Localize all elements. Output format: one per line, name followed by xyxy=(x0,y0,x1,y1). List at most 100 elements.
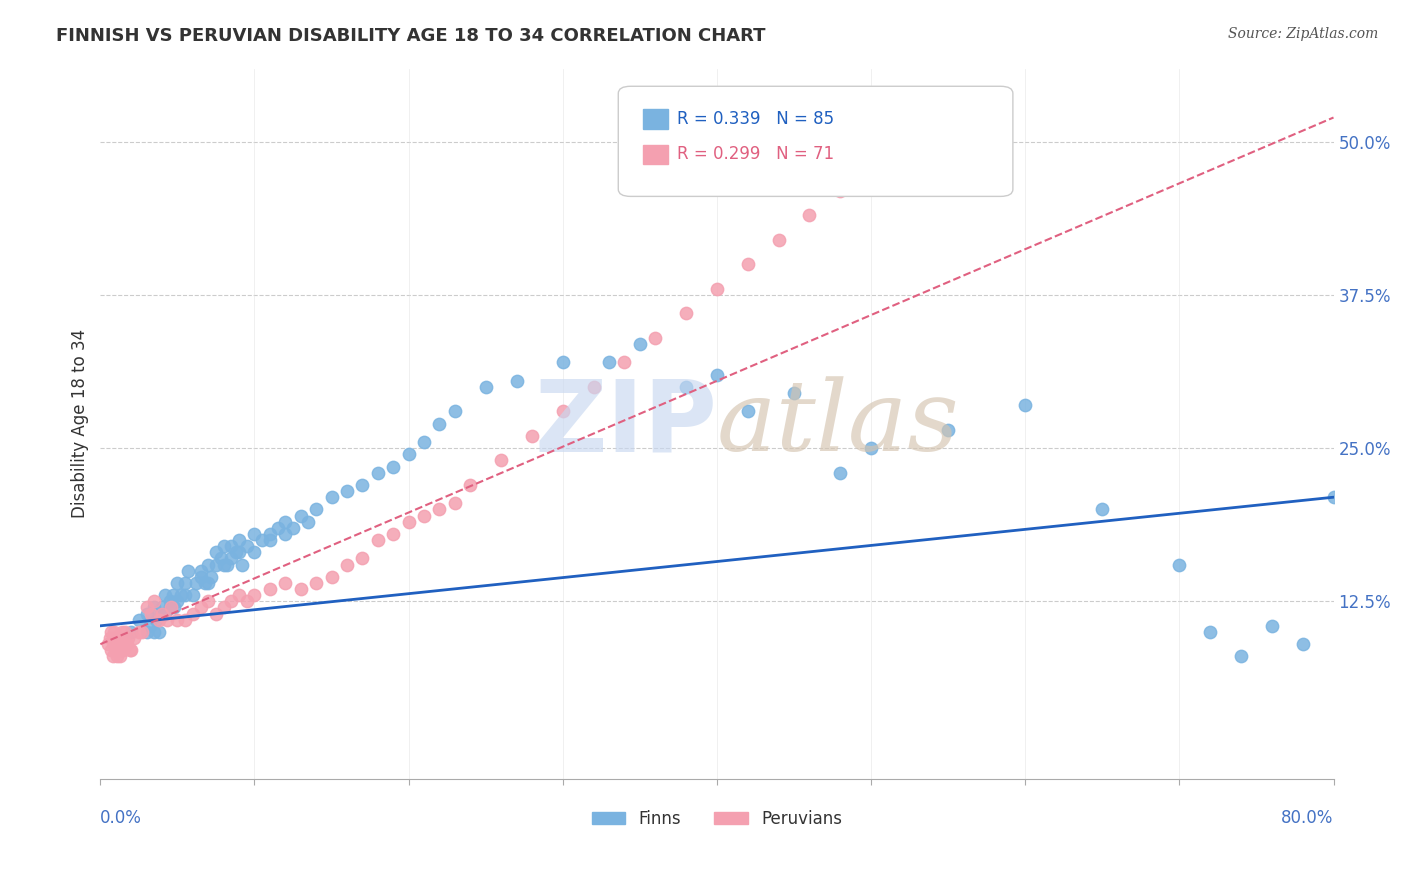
Point xyxy=(243,527,266,541)
Point xyxy=(135,624,157,639)
Text: R = 0.339   N = 85: R = 0.339 N = 85 xyxy=(678,110,835,128)
Point xyxy=(830,184,852,198)
Point xyxy=(321,490,343,504)
Point xyxy=(197,576,219,591)
Point xyxy=(250,533,273,547)
Point xyxy=(100,643,122,657)
Point xyxy=(551,355,574,369)
Point xyxy=(382,459,405,474)
Point xyxy=(135,607,157,621)
Point xyxy=(367,466,389,480)
Point xyxy=(290,508,312,523)
Point xyxy=(505,374,527,388)
Point xyxy=(141,607,163,621)
Point xyxy=(352,478,374,492)
Point xyxy=(111,624,134,639)
Point xyxy=(162,588,184,602)
Point xyxy=(274,515,297,529)
Point xyxy=(367,533,389,547)
Point xyxy=(413,435,436,450)
Point xyxy=(212,600,235,615)
Point xyxy=(108,631,131,645)
Point xyxy=(143,624,166,639)
Point xyxy=(118,643,141,657)
Point xyxy=(190,564,212,578)
Point xyxy=(444,404,467,418)
Point xyxy=(148,613,170,627)
Point xyxy=(1230,649,1253,664)
Point xyxy=(177,564,200,578)
Text: Source: ZipAtlas.com: Source: ZipAtlas.com xyxy=(1227,27,1378,41)
Point xyxy=(1091,502,1114,516)
Point xyxy=(613,355,636,369)
Point xyxy=(1168,558,1191,572)
Point xyxy=(128,613,150,627)
Point xyxy=(551,404,574,418)
Point xyxy=(225,545,247,559)
Text: FINNISH VS PERUVIAN DISABILITY AGE 18 TO 34 CORRELATION CHART: FINNISH VS PERUVIAN DISABILITY AGE 18 TO… xyxy=(56,27,766,45)
Point xyxy=(1199,624,1222,639)
Point xyxy=(143,594,166,608)
Point xyxy=(160,600,183,615)
Point xyxy=(104,631,127,645)
Point xyxy=(221,539,243,553)
Point xyxy=(174,588,197,602)
Point xyxy=(212,539,235,553)
Point xyxy=(184,576,207,591)
Point xyxy=(174,613,197,627)
Point xyxy=(429,417,451,431)
Point xyxy=(297,515,319,529)
Point xyxy=(768,233,790,247)
Point xyxy=(190,600,212,615)
Point xyxy=(1261,619,1284,633)
Point xyxy=(200,570,222,584)
Point xyxy=(156,613,179,627)
Point xyxy=(205,545,228,559)
Point xyxy=(205,558,228,572)
Point xyxy=(458,478,481,492)
Point xyxy=(159,600,181,615)
Point xyxy=(274,527,297,541)
Point xyxy=(112,631,135,645)
Point xyxy=(1292,637,1315,651)
Point xyxy=(105,649,128,664)
Point xyxy=(860,441,883,455)
Point xyxy=(582,380,605,394)
Point xyxy=(290,582,312,596)
Point xyxy=(215,558,238,572)
Point xyxy=(114,624,136,639)
Point xyxy=(228,545,250,559)
Point xyxy=(205,607,228,621)
Text: ZIP: ZIP xyxy=(534,376,717,472)
Point xyxy=(706,282,728,296)
Point xyxy=(100,624,122,639)
Point xyxy=(120,624,142,639)
Point xyxy=(281,521,304,535)
Point xyxy=(628,337,651,351)
Point xyxy=(266,521,288,535)
Point xyxy=(181,607,204,621)
Y-axis label: Disability Age 18 to 34: Disability Age 18 to 34 xyxy=(72,329,89,518)
Point xyxy=(336,558,359,572)
Point xyxy=(236,539,259,553)
Point xyxy=(305,502,328,516)
Point xyxy=(101,649,124,664)
Point xyxy=(98,631,121,645)
Point xyxy=(153,607,176,621)
Point xyxy=(1322,490,1344,504)
Point xyxy=(936,423,959,437)
Point xyxy=(197,558,219,572)
Point xyxy=(103,637,125,651)
Point xyxy=(474,380,496,394)
Point xyxy=(644,331,666,345)
Point xyxy=(150,607,173,621)
Point xyxy=(97,637,120,651)
Point xyxy=(212,558,235,572)
Text: R = 0.299   N = 71: R = 0.299 N = 71 xyxy=(678,145,835,163)
Point xyxy=(166,594,188,608)
Bar xyxy=(643,145,668,164)
Point xyxy=(259,527,281,541)
Point xyxy=(131,624,153,639)
Point xyxy=(737,258,759,272)
Point xyxy=(128,624,150,639)
